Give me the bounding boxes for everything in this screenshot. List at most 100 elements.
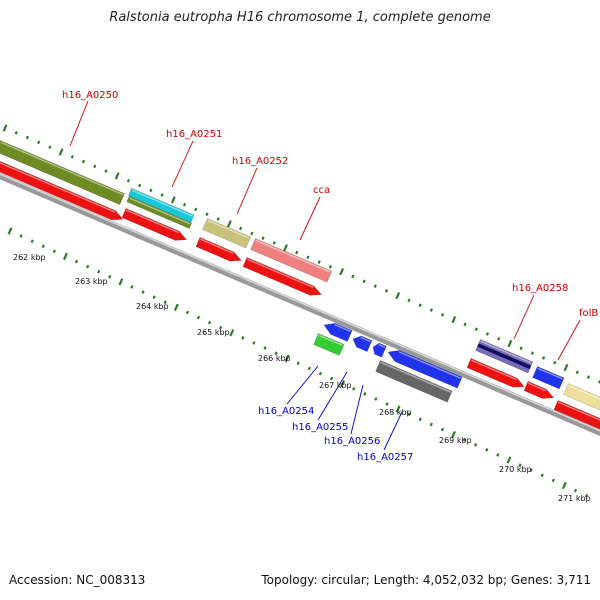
gene-label-h16-a0252[interactable]: h16_A0252 [232, 156, 288, 167]
gene-box-cca-shine [255, 239, 331, 273]
gene-label-h16-a0257[interactable]: h16_A0257 [357, 452, 413, 463]
tick-mark [7, 227, 13, 235]
callout-h16-a0251 [171, 140, 194, 188]
gene-label-cca[interactable]: cca [313, 185, 330, 196]
gene-box-folb [532, 366, 565, 390]
tick-mark [352, 386, 356, 391]
gene-label-h16-a0256[interactable]: h16_A0256 [324, 436, 380, 447]
cds-arrow-h16-a0251-body [121, 208, 188, 241]
tick-label: 264 kbp [136, 302, 169, 311]
tick-mark [575, 370, 579, 375]
callout-h16-a0252 [236, 167, 258, 215]
gene-arrow-h16-a0256b [372, 342, 387, 358]
tick-mark [207, 320, 212, 325]
tick-mark [85, 264, 90, 269]
tick-mark [149, 188, 153, 193]
tick-mark [485, 448, 489, 452]
forward-gene-labels: h16_A0250 h16_A0251 h16_A0252 cca h16_A0… [62, 90, 598, 319]
gene-label-h16-a0250[interactable]: h16_A0250 [62, 90, 118, 101]
gene-arrow-h16-a0255-shine [334, 324, 351, 333]
tick-mark [118, 278, 124, 286]
tick-mark [194, 207, 198, 212]
tick-mark [440, 427, 445, 432]
feature-track [0, 140, 600, 430]
tick-mark [374, 397, 378, 401]
tick-mark [351, 274, 355, 279]
tick-mark [2, 124, 8, 132]
backbone-highlight [0, 173, 600, 432]
cds-arrow-h16-a0250-body [0, 160, 124, 221]
tick-mark [496, 453, 500, 457]
tick-mark [318, 371, 323, 376]
tick-mark [219, 325, 223, 330]
cds-arrow-h16-a0250 [0, 160, 124, 221]
gene-arrow-h16-a0257 [387, 350, 463, 389]
gene-label-h16-a0258[interactable]: h16_A0258 [512, 283, 568, 294]
gene-label-h16-a0254[interactable]: h16_A0254 [258, 406, 314, 417]
tick-mark [395, 291, 401, 300]
cds-arrow-small-shine [528, 382, 547, 392]
cds-arrow-h16-a0252 [195, 237, 242, 262]
cds-arrow-h16-a0250-shine [0, 161, 116, 213]
cds-arrow-small [523, 381, 555, 399]
callout-cca [299, 196, 321, 241]
tick-mark [205, 212, 209, 217]
tick-mark [541, 356, 546, 360]
tick-mark [307, 366, 311, 371]
gene-box-h16-a0251-top-shine [131, 189, 193, 217]
gene-box-h16-a0252 [202, 218, 251, 249]
cds-arrow-h16-a0258-body [466, 358, 525, 388]
cds-arrow-cca [242, 257, 322, 296]
gene-arrow-h16-a0256-shine [360, 336, 371, 343]
callout-h16-a0256 [350, 384, 364, 435]
tick-mark [263, 346, 267, 350]
tick-mark [170, 196, 176, 204]
tick-mark [561, 481, 567, 490]
tick-mark [551, 478, 555, 483]
gene-label-h16-a0251[interactable]: h16_A0251 [166, 129, 222, 140]
gene-box-h16-a0257-shine [380, 361, 451, 393]
tick-mark [25, 135, 30, 140]
tick-mark [296, 361, 300, 366]
tick-mark [239, 226, 243, 231]
cds-arrow-h16-a0251-shine [126, 209, 179, 234]
gene-box-cca [250, 238, 333, 283]
tick-mark [362, 279, 366, 284]
tick-mark [519, 346, 523, 351]
tick-mark [429, 308, 433, 312]
gene-label-h16-a0255[interactable]: h16_A0255 [292, 422, 348, 433]
tick-mark [463, 322, 467, 327]
tick-mark [30, 239, 34, 244]
gene-box-h16-a0252-body [202, 218, 251, 249]
gene-arrow-h16-a0256-body [352, 335, 373, 352]
tick-mark [97, 269, 101, 274]
cds-arrow-h16-a0252-shine [200, 238, 234, 255]
callout-h16-a0255 [317, 371, 348, 421]
gene-box-h16-a0251-body [126, 195, 193, 229]
tick-label: 263 kbp [75, 277, 108, 286]
tick-mark [563, 363, 569, 372]
tick-mark [407, 298, 411, 303]
tick-mark [530, 351, 534, 355]
cds-arrow-h16-a0258 [466, 358, 525, 388]
gene-box-h16-a0257-body [375, 360, 453, 403]
tick-mark [182, 202, 187, 207]
tick-mark [48, 145, 52, 149]
tick-mark [274, 351, 278, 355]
tick-mark [573, 488, 578, 493]
tick-mark [474, 442, 478, 447]
tick-mark [418, 303, 422, 308]
tick-mark [14, 130, 18, 135]
tick-label: 268 kbp [379, 408, 412, 417]
callout-h16-a0258 [513, 294, 535, 340]
tick-mark [328, 265, 332, 269]
tick-label: 265 kbp [197, 328, 230, 337]
tick-mark [540, 473, 544, 478]
tick-mark [37, 140, 41, 145]
tick-mark [507, 339, 513, 348]
backbone-line [0, 172, 600, 436]
gene-box-h16-a0251-shine [129, 197, 191, 225]
gene-label-folb[interactable]: folB [579, 308, 598, 319]
tick-mark [306, 255, 310, 260]
